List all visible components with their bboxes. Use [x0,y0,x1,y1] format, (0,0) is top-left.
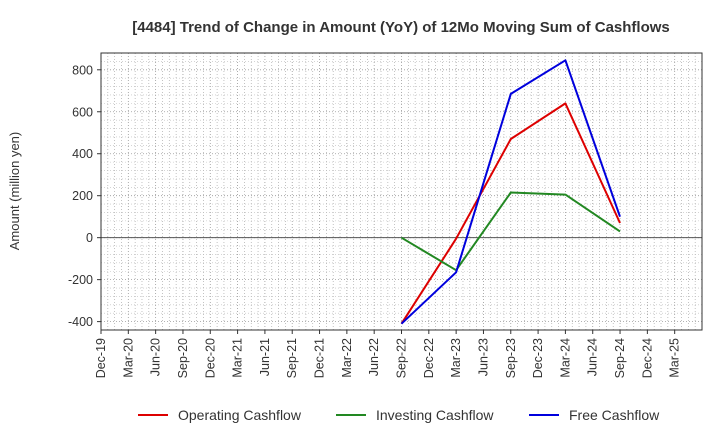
x-tick-label: Jun-21 [258,338,272,376]
y-tick-label: 200 [72,189,93,203]
x-tick-label: Jun-22 [367,338,381,376]
x-tick-label: Mar-20 [121,338,135,378]
x-tick-label: Sep-24 [613,338,627,378]
legend-label: Operating Cashflow [178,407,302,423]
y-tick-label: -400 [68,315,93,329]
x-tick-label: Mar-24 [558,338,572,378]
x-tick-label: Dec-21 [313,338,327,378]
x-tick-label: Sep-22 [395,338,409,378]
plot-area: -400 -200 0 200 400 600 800 Dec-19 Mar-20 Jun-20 S… [68,52,703,378]
y-tick-label: 400 [72,147,93,161]
x-tick-label: Dec-19 [94,338,108,378]
series-line [400,191,621,272]
series-line [400,102,621,325]
x-tick-label: Dec-24 [640,338,654,378]
x-tick-label: Jun-20 [149,338,163,376]
x-tick-label: Dec-23 [531,338,545,378]
x-tick-label: Sep-21 [285,338,299,378]
y-tick-label: -200 [68,273,93,287]
series-line [400,59,621,325]
x-tick-label: Jun-24 [586,338,600,376]
x-tick-label: Dec-20 [203,338,217,378]
y-tick-label: 600 [72,105,93,119]
legend-label: Investing Cashflow [376,407,494,423]
x-tick-label: Mar-23 [449,338,463,378]
y-tick-label: 0 [86,231,93,245]
y-axis-label: Amount (million yen) [7,132,22,251]
legend-label: Free Cashflow [569,407,660,423]
chart-title: [4484] Trend of Change in Amount (YoY) o… [132,19,670,36]
x-tick-label: Mar-21 [231,338,245,378]
x-tick-label: Sep-20 [176,338,190,378]
y-tick-label: 800 [72,63,93,77]
x-tick-label: Mar-22 [340,338,354,378]
x-tick-label: Sep-23 [504,338,518,378]
x-tick-label: Dec-22 [422,338,436,378]
x-tick-label: Jun-23 [476,338,490,376]
x-tick-label: Mar-25 [668,338,682,378]
legend: Operating Cashflow Investing Cashflow Free… [138,407,660,423]
